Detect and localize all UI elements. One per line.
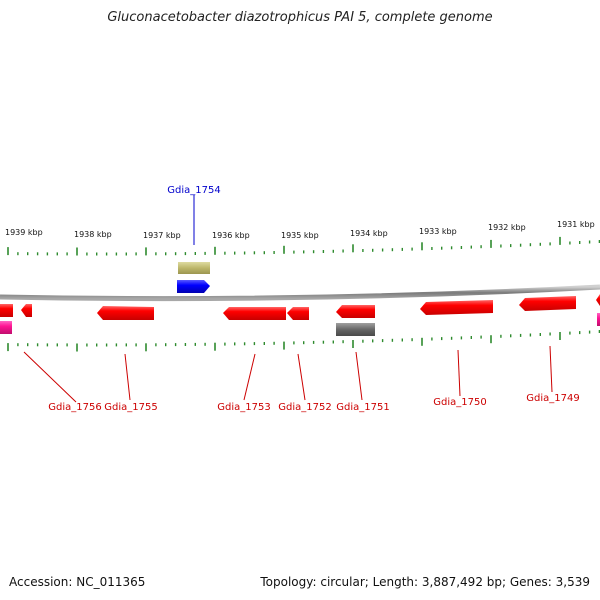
gene-label-Gdia_1756[interactable]: Gdia_1756 (48, 402, 101, 413)
genome-backbone (0, 284, 600, 302)
gene-label-Gdia_1749[interactable]: Gdia_1749 (526, 393, 579, 404)
gene-label-Gdia_1753[interactable]: Gdia_1753 (217, 402, 270, 413)
gene-Gdia_1749[interactable] (519, 296, 576, 311)
gene-Gdia_1755[interactable] (97, 306, 154, 320)
ruler-label: 1937 kbp (143, 231, 181, 240)
gene-partial-left-small[interactable] (21, 304, 32, 317)
gene-label-Gdia_1752[interactable]: Gdia_1752 (278, 402, 331, 413)
gene-partial-right[interactable] (596, 294, 600, 306)
ruler-ticks-lower (7, 330, 600, 352)
feature-pink-right[interactable] (597, 313, 600, 326)
genome-summary-text: Topology: circular; Length: 3,887,492 bp… (260, 575, 590, 589)
gene-label-Gdia_1751[interactable]: Gdia_1751 (336, 402, 389, 413)
leader-line-Gdia_1749 (549, 345, 553, 393)
ruler-label: 1938 kbp (74, 230, 112, 239)
gene-partial-left[interactable] (0, 304, 13, 317)
ruler-label: 1932 kbp (488, 223, 526, 232)
gene-Gdia_1753[interactable] (223, 307, 286, 320)
feature-khaki[interactable] (178, 262, 210, 274)
gene-Gdia_1750[interactable] (420, 300, 493, 315)
ruler-label: 1935 kbp (281, 231, 319, 240)
gene-label-Gdia_1755[interactable]: Gdia_1755 (104, 402, 157, 413)
gene-label-Gdia_1754[interactable]: Gdia_1754 (167, 185, 220, 196)
gene-label-Gdia_1750[interactable]: Gdia_1750 (433, 397, 486, 408)
feature-pink[interactable] (0, 321, 12, 334)
accession-text: Accession: NC_011365 (9, 575, 146, 589)
leader-line-Gdia_1756 (23, 351, 77, 403)
gene-Gdia_1752[interactable] (287, 307, 309, 320)
ruler-label: 1934 kbp (350, 229, 388, 238)
leader-line-Gdia_1750 (457, 349, 461, 397)
ruler-labels: 1939 kbp 1938 kbp 1937 kbp 1936 kbp 1935… (5, 220, 595, 240)
genome-title: Gluconacetobacter diazotrophicus PAI 5, … (107, 10, 493, 25)
leader-line-Gdia_1751 (355, 351, 363, 401)
ruler-label: 1936 kbp (212, 231, 250, 240)
ruler-label: 1933 kbp (419, 227, 457, 236)
ruler-label: 1939 kbp (5, 228, 43, 237)
feature-gray[interactable] (336, 323, 375, 336)
gene-Gdia_1751[interactable] (336, 305, 375, 318)
gene-Gdia_1754[interactable] (177, 280, 210, 293)
ruler-ticks-upper (7, 236, 600, 256)
leader-line-Gdia_1755 (124, 353, 131, 401)
leader-line-Gdia_1753 (243, 353, 256, 401)
leader-line-Gdia_1752 (297, 353, 306, 401)
ruler-label: 1931 kbp (557, 220, 595, 229)
